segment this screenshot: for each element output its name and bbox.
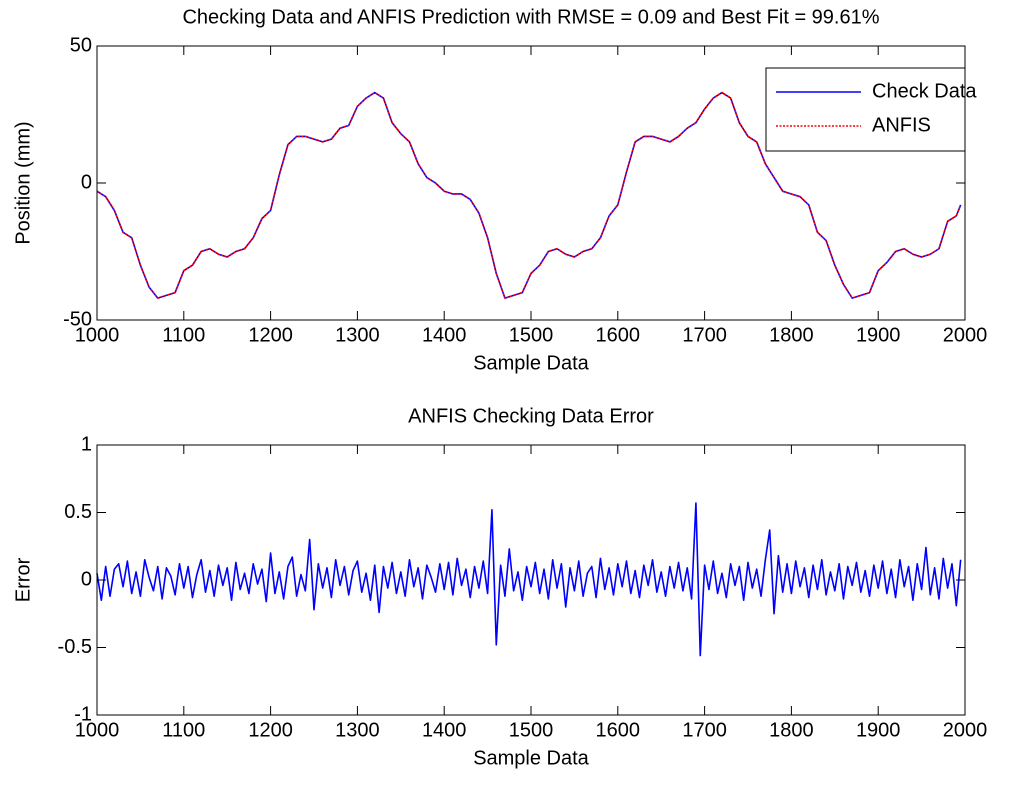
data-line [96,91,962,299]
x-tick-label: 1100 [162,324,205,346]
chart-title: Checking Data and ANFIS Prediction with … [182,6,879,28]
x-tick-label: 2000 [943,324,988,346]
chart-title: ANFIS Checking Data Error [408,405,654,427]
x-tick-label: 1200 [248,324,293,346]
x-tick-label: 1700 [682,719,727,741]
x-tick-label: 1500 [509,324,554,346]
x-tick-label: 2000 [943,719,988,741]
y-tick-label: -0.5 [58,636,92,658]
x-tick-label: 1000 [75,324,120,346]
y-tick-label: 50 [70,34,92,56]
plot-area [97,445,965,715]
x-tick-label: 1400 [422,324,467,346]
legend-box [765,67,966,152]
y-tick-label: 1 [81,433,92,455]
x-tick-label: 1800 [769,324,814,346]
y-axis-label: Error [12,557,34,602]
x-tick-label: 1900 [856,719,901,741]
y-tick-label: 0 [81,171,92,193]
x-tick-label: 1600 [596,719,641,741]
x-tick-label: 1800 [769,719,814,741]
data-line [96,502,962,657]
x-tick-label: 1000 [75,719,120,741]
x-tick-label: 1300 [335,324,380,346]
y-tick-label: -1 [74,703,92,725]
y-axis-label: Position (mm) [12,121,34,244]
x-tick-label: 1900 [856,324,901,346]
x-tick-label: 1100 [162,719,205,741]
y-tick-label: 0 [81,568,92,590]
x-tick-label: 1700 [682,324,727,346]
x-axis-label: Sample Data [473,352,589,374]
x-tick-label: 1400 [422,719,467,741]
x-tick-label: 1600 [596,324,641,346]
y-tick-label: 0.5 [64,501,92,523]
legend-label: ANFIS [872,114,931,136]
y-tick-label: -50 [63,308,92,330]
legend-label: Check Data [872,80,977,102]
x-tick-label: 1500 [509,719,554,741]
x-tick-label: 1200 [248,719,293,741]
x-axis-label: Sample Data [473,747,589,769]
x-tick-label: 1300 [335,719,380,741]
